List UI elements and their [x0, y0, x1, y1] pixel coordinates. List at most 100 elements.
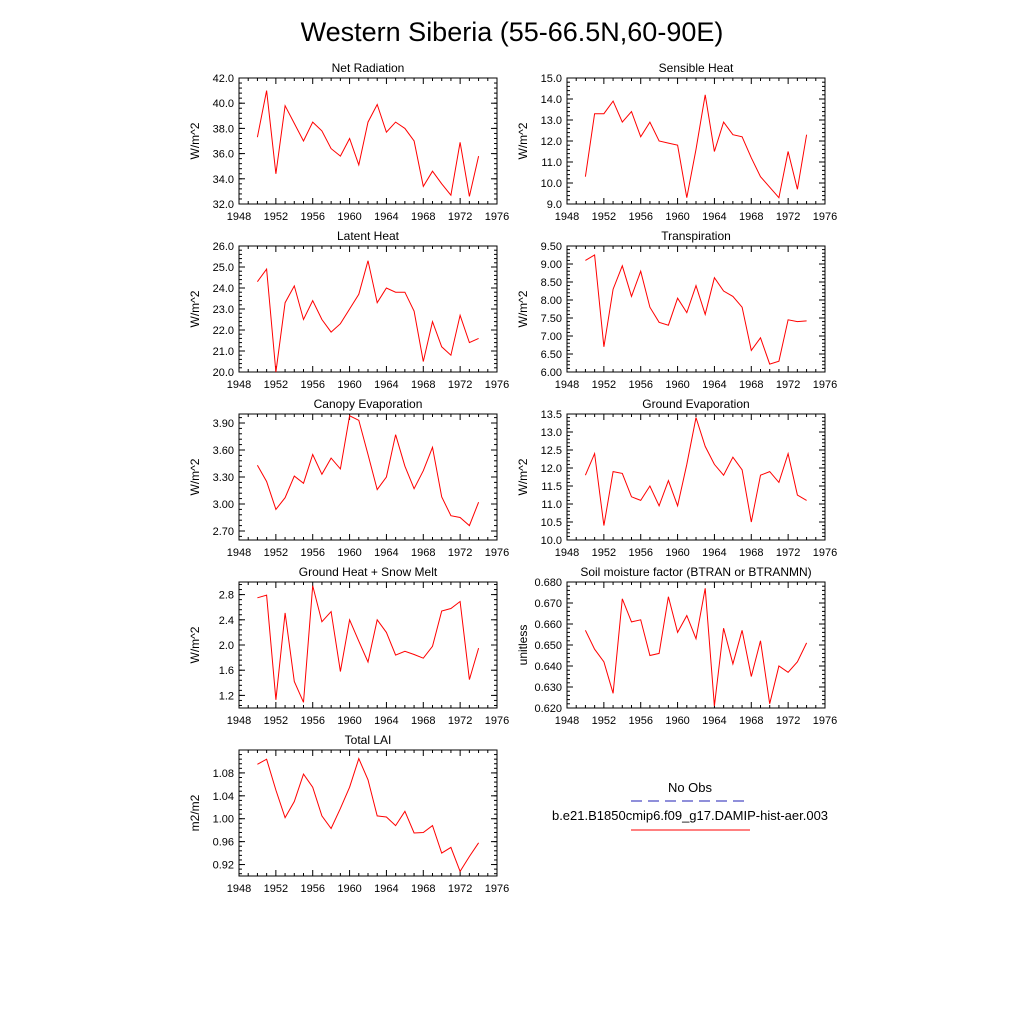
y-tick-label: 10.0	[541, 178, 562, 190]
y-tick-label: 3.90	[213, 418, 234, 430]
y-tick-label: 11.5	[541, 481, 562, 493]
x-tick-label: 1952	[592, 715, 616, 727]
x-tick-label: 1952	[592, 379, 616, 391]
y-tick-label: 0.620	[534, 703, 562, 715]
y-tick-label: 20.0	[213, 367, 234, 379]
x-tick-label: 1956	[300, 547, 324, 559]
y-tick-label: 40.0	[213, 98, 234, 110]
x-tick-label: 1976	[485, 883, 509, 895]
x-tick-label: 1960	[665, 211, 689, 223]
y-tick-label: 36.0	[213, 149, 234, 161]
y-tick-label: 9.0	[547, 199, 562, 211]
x-tick-label: 1972	[776, 379, 800, 391]
y-axis-label: W/m^2	[516, 122, 530, 159]
x-tick-label: 1976	[813, 379, 837, 391]
x-tick-label: 1956	[628, 547, 652, 559]
x-tick-label: 1956	[628, 211, 652, 223]
panel-title: Sensible Heat	[659, 61, 734, 75]
x-tick-label: 1968	[739, 547, 763, 559]
chart-panel-3: Latent Heat W/m^2 1948 1952 1956 1960 1964 1968…	[188, 229, 509, 391]
x-tick-label: 1952	[592, 211, 616, 223]
y-tick-label: 34.0	[213, 174, 234, 186]
x-tick-label: 1972	[776, 211, 800, 223]
x-tick-label: 1960	[337, 211, 361, 223]
y-tick-label: 2.4	[219, 615, 234, 627]
x-tick-label: 1968	[411, 883, 435, 895]
y-tick-label: 21.0	[213, 346, 234, 358]
plot-frame	[238, 77, 498, 205]
x-tick-label: 1960	[337, 379, 361, 391]
x-tick-label: 1972	[776, 715, 800, 727]
series-line	[585, 254, 807, 365]
y-tick-label: 13.0	[541, 115, 562, 127]
y-tick-label: 1.08	[213, 768, 234, 780]
y-axis-label: unitless	[516, 625, 530, 666]
y-tick-label: 0.640	[534, 661, 562, 673]
x-tick-label: 1968	[739, 715, 763, 727]
y-tick-label: 14.0	[541, 94, 562, 106]
y-tick-label: 9.50	[541, 241, 562, 253]
x-tick-label: 1948	[555, 715, 579, 727]
y-axis-label: W/m^2	[188, 290, 202, 327]
y-tick-label: 10.5	[541, 517, 562, 529]
x-tick-label: 1972	[448, 211, 472, 223]
legend-label-no-obs: No Obs	[668, 780, 713, 795]
legend: No Obs b.e21.B1850cmip6.f09_g17.DAMIP-his…	[552, 780, 828, 831]
x-tick-label: 1968	[739, 379, 763, 391]
y-tick-label: 24.0	[213, 283, 234, 295]
y-tick-label: 25.0	[213, 262, 234, 274]
x-tick-label: 1968	[411, 547, 435, 559]
chart-panel-2: Sensible Heat W/m^2 1948 1952 1956 1960 1964 19…	[516, 61, 837, 223]
x-tick-label: 1948	[555, 211, 579, 223]
y-tick-label: 0.630	[534, 682, 562, 694]
y-tick-label: 11.0	[541, 499, 562, 511]
chart-panel-6: Ground Evaporation W/m^2 1948 1952 1956 1960 1…	[516, 397, 837, 559]
series-line	[256, 90, 480, 197]
y-tick-label: 2.8	[219, 590, 234, 602]
x-tick-label: 1952	[264, 379, 288, 391]
x-tick-label: 1964	[702, 211, 726, 223]
y-tick-label: 12.5	[541, 445, 562, 457]
x-tick-label: 1952	[264, 211, 288, 223]
chart-panel-4: Transpiration W/m^2 1948 1952 1956 1960 1964 19…	[516, 229, 837, 391]
x-tick-label: 1964	[702, 379, 726, 391]
y-tick-label: 0.650	[534, 640, 562, 652]
y-tick-label: 0.670	[534, 598, 562, 610]
x-tick-label: 1976	[813, 547, 837, 559]
y-tick-label: 3.60	[213, 445, 234, 457]
plot-frame	[566, 245, 826, 373]
plot-frame	[566, 581, 826, 709]
chart-panel-7: Ground Heat + Snow Melt W/m^2 1948 1952 1956…	[188, 565, 509, 727]
x-tick-label: 1952	[592, 547, 616, 559]
y-axis-label: W/m^2	[188, 458, 202, 495]
y-tick-label: 11.0	[541, 157, 562, 169]
x-tick-label: 1952	[264, 715, 288, 727]
chart-panel-9: Total LAI m2/m2 1948 1952 1956 1960 1964 1968 19…	[188, 733, 509, 895]
series-line	[257, 757, 480, 873]
y-tick-label: 12.0	[541, 136, 562, 148]
y-tick-label: 6.00	[541, 367, 562, 379]
y-tick-label: 7.00	[541, 331, 562, 343]
x-tick-label: 1972	[448, 547, 472, 559]
x-tick-label: 1972	[448, 379, 472, 391]
x-tick-label: 1952	[264, 547, 288, 559]
panel-title: Soil moisture factor (BTRAN or BTRANMN)	[580, 565, 811, 579]
y-tick-label: 42.0	[213, 73, 234, 85]
x-tick-label: 1956	[300, 211, 324, 223]
y-axis-label: W/m^2	[188, 122, 202, 159]
x-tick-label: 1956	[628, 715, 652, 727]
series-line	[584, 94, 808, 199]
plot-frame	[238, 245, 498, 373]
y-tick-label: 9.00	[541, 259, 562, 271]
x-tick-label: 1964	[374, 211, 398, 223]
y-tick-label: 10.0	[541, 535, 562, 547]
x-tick-label: 1952	[264, 883, 288, 895]
x-tick-label: 1960	[337, 883, 361, 895]
panels: Net Radiation W/m^2 1948 1952 1956 1960 1964 19…	[188, 61, 837, 895]
chart-panel-1: Net Radiation W/m^2 1948 1952 1956 1960 1964 19…	[188, 61, 509, 223]
x-tick-label: 1972	[776, 547, 800, 559]
figure-title: Western Siberia (55-66.5N,60-90E)	[301, 17, 724, 47]
x-tick-label: 1972	[448, 715, 472, 727]
panel-title: Latent Heat	[337, 229, 400, 243]
